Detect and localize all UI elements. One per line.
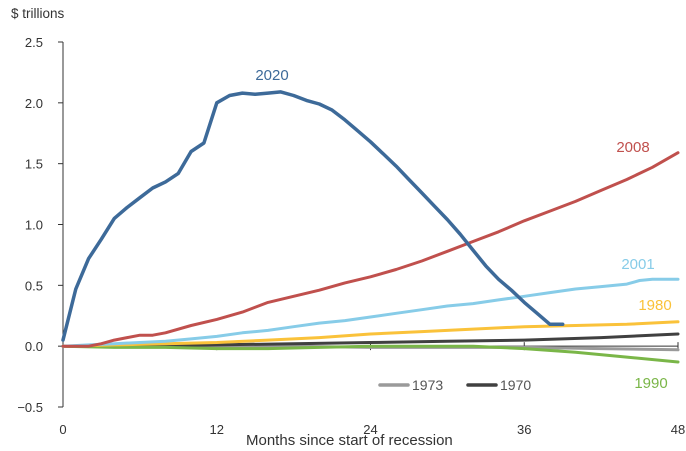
y-tick-label: 2.5 — [25, 35, 43, 50]
series-label-2020: 2020 — [255, 67, 288, 84]
series-label-1990: 1990 — [634, 375, 667, 392]
legend: 1973 1970 — [378, 377, 531, 393]
series-line-1970 — [61, 332, 680, 348]
series-line-2008 — [61, 151, 680, 348]
series-line-1980 — [61, 320, 680, 348]
series-label-1980: 1980 — [638, 297, 671, 314]
x-tick-label: 24 — [363, 422, 377, 437]
series-label-2008: 2008 — [616, 139, 649, 156]
y-tick-label: 1.0 — [25, 218, 43, 233]
x-tick-label: 0 — [59, 422, 66, 437]
x-tick-label: 12 — [210, 422, 224, 437]
legend-label-1973: 1973 — [412, 377, 443, 393]
y-tick-label: −0.5 — [17, 400, 43, 415]
y-axis-unit-label: $ trillions — [11, 6, 65, 21]
series-label-2001: 2001 — [621, 256, 654, 273]
series-line-2001 — [61, 277, 680, 348]
series-lines — [61, 90, 680, 364]
axes: −0.5 0.0 0.5 1.0 1.5 2.0 2.5 0 12 24 36 48 — [17, 35, 685, 437]
x-tick-label: 36 — [517, 422, 531, 437]
y-tick-label: 2.0 — [25, 96, 43, 111]
series-line-1990 — [61, 344, 680, 364]
x-tick-label: 48 — [671, 422, 685, 437]
x-axis-label: Months since start of recession — [246, 432, 453, 449]
legend-label-1970: 1970 — [500, 377, 531, 393]
y-tick-label: 0.5 — [25, 278, 43, 293]
series-line-2020 — [61, 90, 565, 342]
series-labels: 2020 2008 2001 1980 1990 — [255, 67, 671, 392]
y-tick-label: 0.0 — [25, 339, 43, 354]
y-tick-label: 1.5 — [25, 157, 43, 172]
